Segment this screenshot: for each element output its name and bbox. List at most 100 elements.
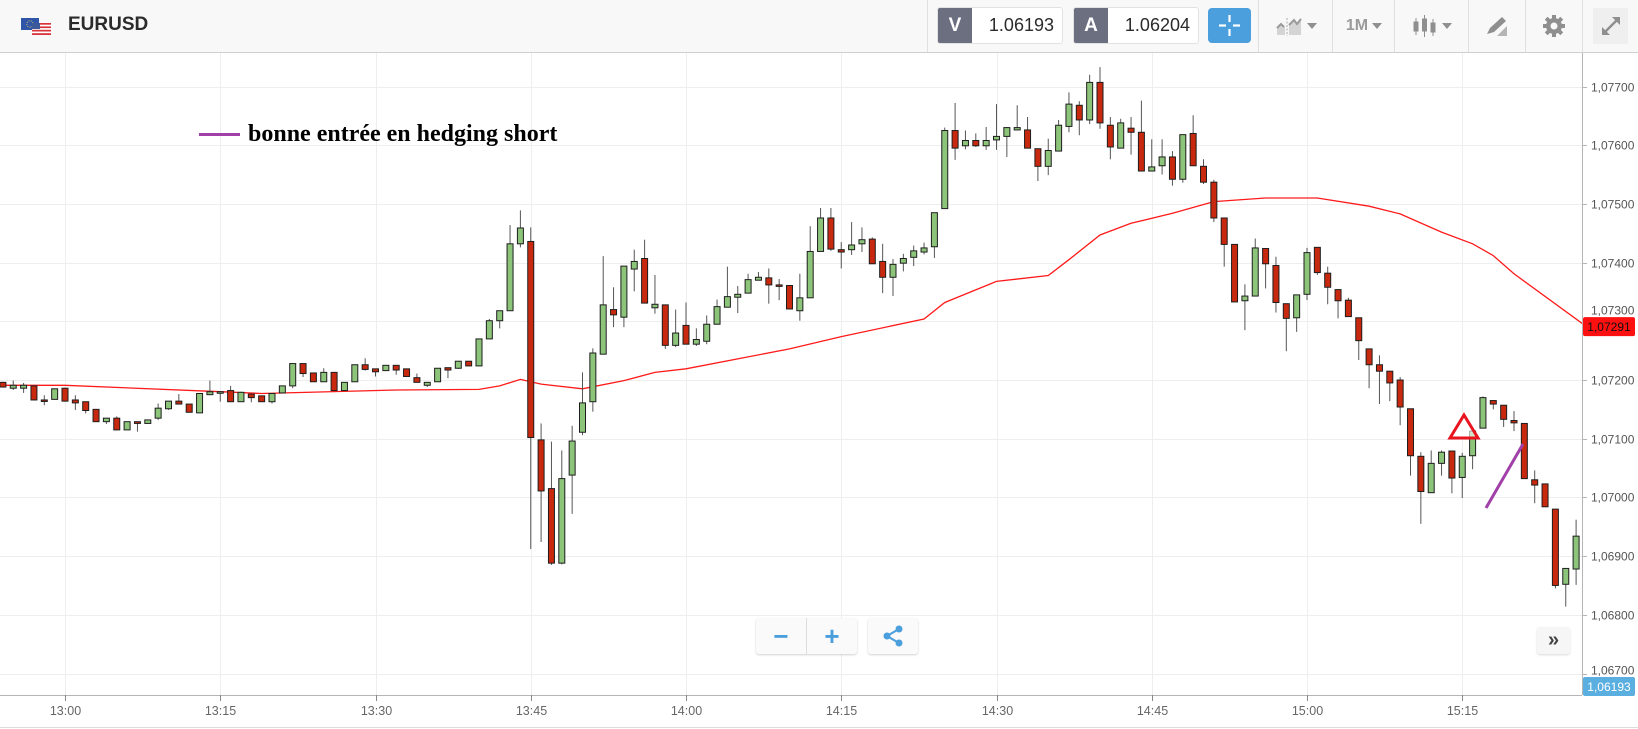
timeframe-dropdown[interactable]: 1M (1336, 8, 1392, 44)
candle-body (1510, 420, 1518, 424)
candle-body (806, 250, 814, 299)
candle-body (247, 393, 255, 399)
instrument-symbol[interactable]: EURUSD (68, 14, 149, 35)
candle-body (1086, 81, 1094, 121)
candle (330, 371, 338, 392)
candle-body (9, 384, 17, 389)
candle (268, 393, 276, 404)
candle (413, 373, 421, 383)
candle (444, 367, 452, 379)
candle-body (496, 310, 504, 322)
settings-button[interactable] (1528, 8, 1580, 44)
candle (289, 363, 297, 389)
zoom-out-button[interactable]: − (773, 620, 789, 651)
candle-body (1055, 124, 1063, 152)
candle (1024, 117, 1032, 149)
candle-body (1293, 294, 1301, 319)
candle (599, 256, 607, 355)
candle-body (1531, 479, 1539, 486)
candle (765, 268, 773, 304)
candle (1220, 217, 1228, 267)
y-tick-label: 1,06700 (1591, 664, 1635, 678)
annotation-text: bonne entrée en hedging short (248, 121, 558, 147)
candle (40, 395, 48, 406)
candle-body (92, 408, 100, 423)
candle (1127, 117, 1135, 155)
candle-body (51, 388, 59, 400)
candle-body (1262, 248, 1270, 265)
crosshair-button[interactable] (1208, 8, 1251, 43)
sell-price-button[interactable]: V 1.06193 (937, 7, 1063, 44)
candle-style-dropdown[interactable] (1398, 8, 1466, 44)
candle (692, 328, 700, 346)
candle (1365, 348, 1373, 389)
buy-label: A (1074, 8, 1108, 43)
candle-body (361, 364, 369, 370)
candle (713, 299, 721, 325)
candle-body (1427, 462, 1435, 494)
candle (20, 382, 28, 393)
candle (320, 368, 328, 383)
zoom-controls: − + (756, 618, 857, 654)
candle-body (133, 421, 141, 424)
candle (92, 408, 100, 423)
fullscreen-button[interactable] (1593, 8, 1628, 44)
candle (1189, 115, 1197, 167)
candle (527, 227, 535, 550)
zoom-in-button[interactable]: + (824, 620, 840, 651)
candle-body (961, 140, 969, 147)
candle-body (175, 400, 183, 405)
candle (1137, 100, 1145, 172)
candle (1231, 243, 1239, 303)
candle-body (920, 247, 928, 253)
x-tick-label: 14:45 (1137, 704, 1168, 718)
candle-body (423, 381, 431, 386)
candle (672, 309, 680, 348)
x-axis-labels: 13:00 13:15 13:30 13:45 14:00 14:15 14:30 14:45… (50, 695, 1478, 718)
candle (1055, 119, 1063, 152)
candle-body (879, 260, 887, 278)
candle (1572, 519, 1580, 585)
candle-body (682, 324, 690, 345)
candle-body (71, 399, 79, 404)
candle-body (1272, 265, 1280, 304)
candle-body (299, 363, 307, 375)
candle (196, 393, 204, 414)
candle (1272, 256, 1280, 313)
timeframe-label: 1M (1345, 17, 1369, 34)
candle-body (1344, 299, 1352, 318)
candle-body (1179, 134, 1187, 180)
candle (372, 368, 379, 377)
candle-body (661, 304, 669, 346)
candle-body (351, 364, 359, 383)
candle (1375, 355, 1383, 405)
candle (993, 104, 1000, 150)
ma-price-label: 1,07291 (1587, 320, 1631, 334)
candle-body (817, 217, 825, 252)
candle-body (206, 391, 214, 396)
scroll-to-latest-button[interactable]: » (1537, 627, 1570, 654)
candle (1334, 289, 1342, 319)
chevron-down-icon (1372, 23, 1383, 29)
drawing-tools-button[interactable] (1470, 8, 1524, 44)
crosshair-icon (1219, 15, 1240, 36)
current-price-tag: 1,06193 (1583, 677, 1635, 696)
candle (661, 304, 669, 349)
candle (278, 385, 286, 394)
share-button[interactable] (868, 618, 918, 654)
candle-body (1489, 400, 1497, 405)
candle-body (651, 303, 659, 309)
candle (351, 364, 359, 383)
candle (537, 423, 545, 543)
buy-price-button[interactable]: A 1.06204 (1073, 7, 1199, 44)
candle-body (599, 304, 607, 355)
chart-type-dropdown[interactable] (1262, 8, 1330, 44)
candle-body (465, 360, 473, 367)
candle (82, 401, 90, 414)
candle-body (165, 400, 172, 410)
candle (113, 416, 121, 431)
candle-body (227, 390, 235, 403)
candle (1313, 246, 1321, 275)
candle-body (330, 371, 338, 392)
